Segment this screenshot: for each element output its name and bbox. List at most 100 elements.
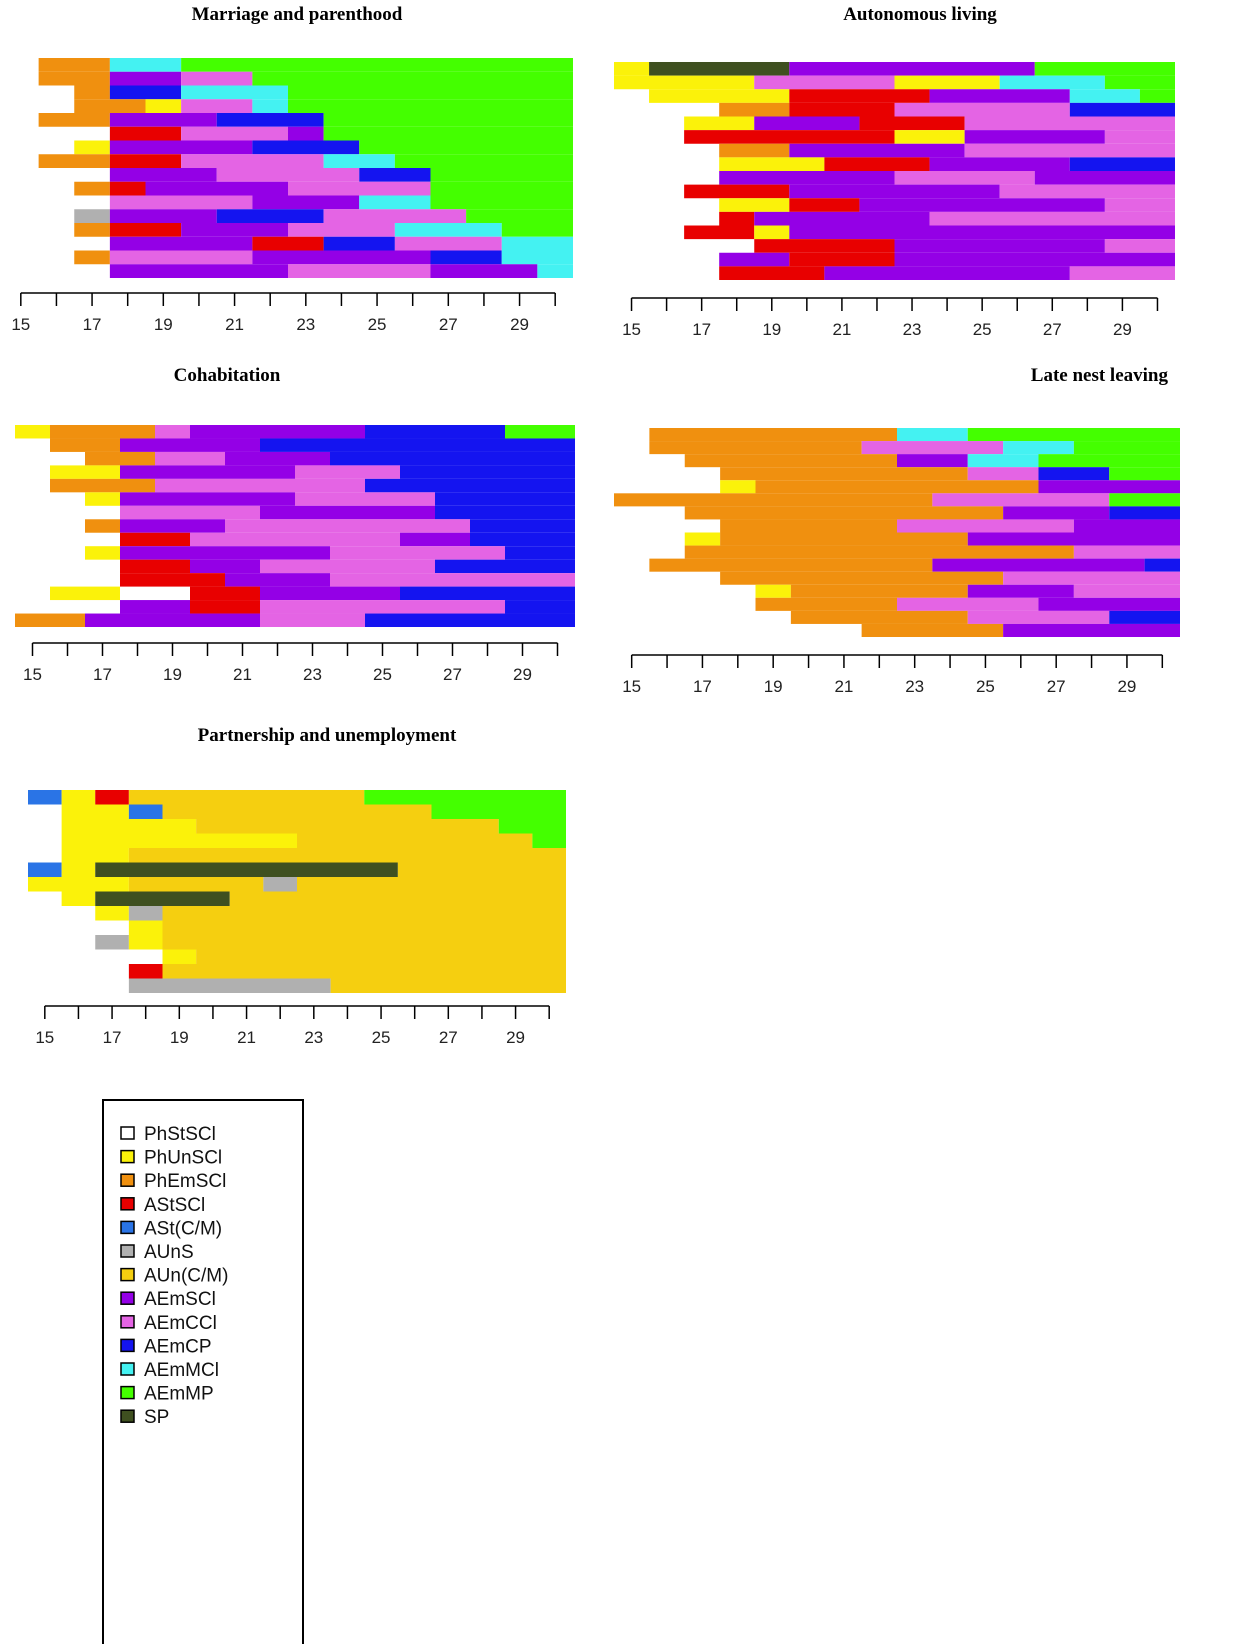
legend-label: AStSCl bbox=[144, 1195, 205, 1216]
sequence-segment bbox=[614, 75, 755, 90]
sequence-segment bbox=[252, 99, 288, 113]
x-tick-label: 17 bbox=[693, 677, 712, 696]
sequence-segment bbox=[225, 451, 330, 466]
sequence-segment bbox=[649, 558, 933, 572]
sequence-segment bbox=[109, 236, 253, 251]
sequence-segment bbox=[128, 804, 163, 819]
sequence-segment bbox=[394, 223, 502, 237]
legend-label: AEmSCl bbox=[144, 1289, 216, 1310]
panel-title: Partnership and unemployment bbox=[198, 725, 457, 746]
sequence-segment bbox=[260, 438, 575, 452]
sequence-segment bbox=[109, 113, 217, 127]
sequence-segment bbox=[1139, 89, 1175, 103]
legend-label: PhEmSCl bbox=[144, 1171, 226, 1192]
x-tick-label: 29 bbox=[1113, 320, 1132, 339]
sequence-segment bbox=[28, 862, 62, 877]
x-tick-label: 29 bbox=[506, 1028, 525, 1047]
sequence-segment bbox=[1003, 441, 1074, 455]
x-tick-label: 25 bbox=[373, 665, 392, 684]
sequence-segment bbox=[720, 519, 897, 533]
x-tick-label: 19 bbox=[163, 665, 182, 684]
sequence-segment bbox=[288, 99, 573, 113]
sequence-segment bbox=[430, 195, 573, 210]
sequence-segment bbox=[15, 425, 50, 439]
x-tick-label: 27 bbox=[1043, 320, 1062, 339]
sequence-segment bbox=[789, 62, 1035, 76]
sequence-segment bbox=[1109, 610, 1180, 624]
sequence-segment bbox=[719, 266, 825, 280]
sequence-segment bbox=[967, 467, 1039, 481]
x-tick-label: 25 bbox=[976, 677, 995, 696]
sequence-segment bbox=[109, 140, 253, 155]
sequence-segment bbox=[501, 250, 573, 265]
panel-title: Autonomous living bbox=[843, 4, 997, 25]
sequence-segment bbox=[109, 85, 182, 100]
sequence-segment bbox=[155, 425, 190, 439]
sequence-segment bbox=[999, 75, 1105, 90]
sequence-segment bbox=[365, 478, 575, 493]
legend-label: ASt(C/M) bbox=[144, 1218, 222, 1239]
sequence-segment bbox=[15, 613, 85, 627]
sequence-segment bbox=[537, 264, 573, 278]
sequence-segment bbox=[1073, 519, 1180, 533]
sequence-segment bbox=[470, 519, 575, 533]
sequence-segment bbox=[120, 559, 190, 574]
sequence-segment bbox=[120, 465, 295, 479]
panel-title: Cohabitation bbox=[174, 365, 281, 386]
sequence-segment bbox=[74, 140, 110, 155]
sequence-segment bbox=[297, 877, 566, 892]
sequence-segment bbox=[109, 58, 182, 72]
sequence-segment bbox=[790, 610, 968, 624]
sequence-segment bbox=[754, 116, 860, 131]
sequence-segment bbox=[897, 597, 1039, 611]
sequence-segment bbox=[894, 75, 1000, 90]
sequence-segment bbox=[260, 600, 505, 614]
sequence-segment bbox=[755, 597, 897, 611]
sequence-segment bbox=[435, 492, 575, 506]
x-tick-label: 19 bbox=[764, 677, 783, 696]
sequence-segment bbox=[252, 195, 360, 210]
sequence-segment bbox=[109, 181, 146, 196]
x-tick-label: 25 bbox=[973, 320, 992, 339]
sequence-segment bbox=[3, 58, 39, 72]
x-tick-label: 15 bbox=[622, 677, 641, 696]
sequence-segment bbox=[323, 209, 467, 223]
sequence-segment bbox=[754, 239, 895, 253]
sequence-segment bbox=[95, 790, 129, 805]
sequence-segment bbox=[897, 428, 968, 442]
sequence-segment bbox=[95, 891, 230, 906]
sequence-segment bbox=[95, 906, 129, 921]
sequence-segment bbox=[649, 62, 790, 76]
sequence-segment bbox=[1109, 467, 1180, 481]
legend-swatch bbox=[120, 1220, 135, 1235]
sequence-segment bbox=[649, 428, 897, 442]
sequence-segment bbox=[38, 113, 110, 127]
sequence-segment bbox=[162, 906, 566, 921]
sequence-segment bbox=[95, 862, 398, 877]
x-tick-label: 25 bbox=[368, 315, 387, 334]
x-tick-label: 17 bbox=[83, 315, 102, 334]
sequence-segment bbox=[684, 506, 1004, 520]
x-tick-label: 21 bbox=[237, 1028, 256, 1047]
sequence-segment bbox=[181, 154, 324, 168]
sequence-segment bbox=[1104, 75, 1175, 90]
sequence-segment bbox=[532, 833, 566, 848]
x-tick-label: 17 bbox=[692, 320, 711, 339]
sequence-segment bbox=[1038, 454, 1180, 468]
sequence-segment bbox=[999, 184, 1175, 199]
sequence-segment bbox=[260, 613, 365, 627]
sequence-segment bbox=[720, 467, 968, 481]
sequence-segment bbox=[74, 85, 110, 100]
sequence-segment bbox=[190, 559, 260, 574]
sequence-segment bbox=[789, 225, 1175, 240]
sequence-segment bbox=[755, 584, 791, 598]
sequence-segment bbox=[260, 559, 435, 574]
x-tick-label: 25 bbox=[372, 1028, 391, 1047]
sequence-segment bbox=[967, 454, 1039, 468]
sequence-segment bbox=[260, 586, 400, 601]
x-tick-label: 23 bbox=[903, 320, 922, 339]
sequence-segment bbox=[50, 465, 120, 479]
sequence-segment bbox=[1073, 584, 1180, 598]
sequence-segment bbox=[359, 168, 431, 182]
legend-label: AUnS bbox=[144, 1242, 194, 1263]
